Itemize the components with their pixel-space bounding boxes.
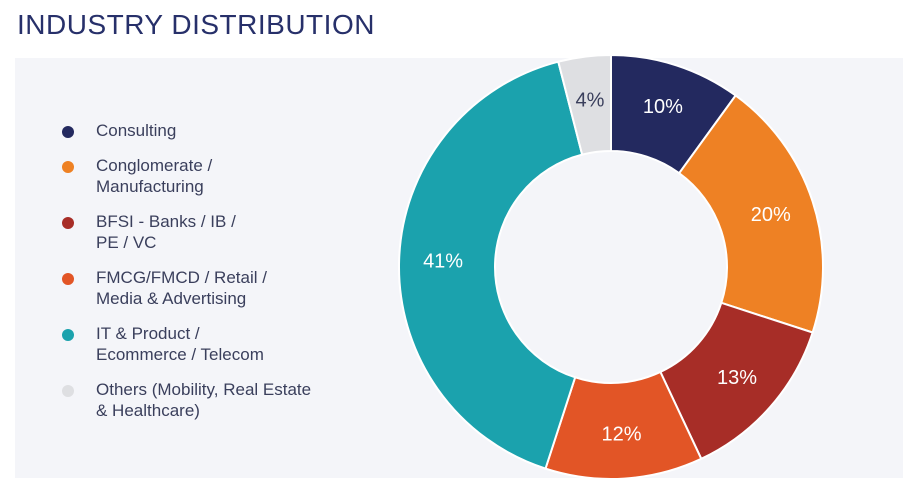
legend-swatch [62,126,74,138]
legend-item: Others (Mobility, Real Estate & Healthcar… [62,379,342,421]
legend-item: Consulting [62,120,342,141]
legend-label: Consulting [96,120,176,141]
legend-label-line: Consulting [96,121,177,140]
legend-label-line: Ecommerce / Telecom [96,345,264,364]
legend-label: BFSI - Banks / IB / PE / VC [96,211,236,253]
legend-label-line: IT & Product / [96,324,200,343]
legend-label: Conglomerate / Manufacturing [96,155,212,197]
legend-swatch [62,273,74,285]
legend-label: Others (Mobility, Real Estate & Healthcar… [96,379,311,421]
slice-data-label: 12% [602,424,642,446]
legend-label-line: BFSI - Banks / IB / [96,212,236,231]
slice-data-label: 13% [717,367,757,389]
legend-label-line: FMCG/FMCD / Retail / [96,268,267,287]
donut-slice [557,53,612,156]
legend-label-line: Conglomerate / [96,156,213,175]
donut-slice [398,60,584,470]
legend-label-line: Manufacturing [96,177,204,196]
legend-label-line: & Healthcare) [96,401,200,420]
legend-label-line: Others (Mobility, Real Estate [96,380,312,399]
legend-item: IT & Product / Ecommerce / Telecom [62,323,342,365]
chart-legend: Consulting Conglomerate / Manufacturing BFS… [62,120,342,435]
legend-item: Conglomerate / Manufacturing [62,155,342,197]
legend-item: FMCG/FMCD / Retail / Media & Advertising [62,267,342,309]
legend-swatch [62,385,74,397]
slice-data-label: 4% [575,89,604,111]
legend-swatch [62,161,74,173]
legend-label-line: Media & Advertising [96,289,247,308]
legend-item: BFSI - Banks / IB / PE / VC [62,211,342,253]
legend-label-line: PE / VC [96,233,157,252]
legend-label: IT & Product / Ecommerce / Telecom [96,323,264,365]
legend-swatch [62,217,74,229]
donut-slice [677,94,824,334]
legend-swatch [62,329,74,341]
legend-label: FMCG/FMCD / Retail / Media & Advertising [96,267,267,309]
chart-title: INDUSTRY DISTRIBUTION [17,9,375,40]
slice-data-label: 41% [423,251,463,273]
slice-data-label: 20% [751,204,791,226]
slice-data-label: 10% [643,96,683,118]
